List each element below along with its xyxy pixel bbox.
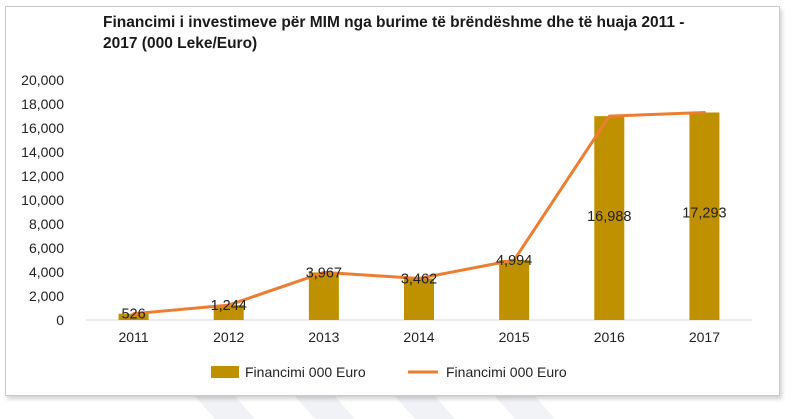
data-label: 526 [121,307,145,323]
bar [308,272,339,320]
y-tick-label: 12,000 [21,168,64,184]
legend-label: Financimi 000 Euro [446,364,567,380]
data-label: 16,988 [587,209,631,225]
x-tick-label: 2014 [403,329,434,345]
data-label: 1,244 [211,298,247,314]
y-tick-label: 6,000 [29,240,64,256]
bar [689,112,720,320]
data-label: 3,967 [306,265,342,281]
y-tick-label: 16,000 [21,120,64,136]
data-label: 4,994 [496,253,532,269]
chart-area [5,6,780,396]
line-series [132,110,706,316]
x-tick-label: 2011 [119,329,149,345]
x-tick-label: 2016 [594,329,625,345]
bar [499,260,530,320]
y-tick-label: 0 [56,312,64,328]
bar [404,278,434,320]
y-tick-label: 20,000 [21,72,64,88]
data-label: 17,293 [682,205,726,221]
x-tick-label: 2015 [499,329,530,345]
y-tick-label: 2,000 [29,288,64,304]
legend-swatch-bar [211,366,239,378]
y-tick-label: 4,000 [29,264,64,280]
y-tick-label: 8,000 [29,216,64,232]
y-tick-label: 14,000 [21,144,64,160]
x-tick-label: 2012 [213,329,244,345]
x-tick-label: 2013 [308,329,339,345]
bar [594,116,625,320]
data-label: 3,462 [401,271,437,287]
y-tick-label: 18,000 [21,96,64,112]
chart-title: Financimi i investimeve për MIM nga buri… [103,14,685,52]
x-tick-label: 2017 [689,329,720,345]
bar [118,313,149,320]
legend-label: Financimi 000 Euro [245,364,366,380]
bar [213,305,244,320]
y-tick-label: 10,000 [21,192,64,208]
